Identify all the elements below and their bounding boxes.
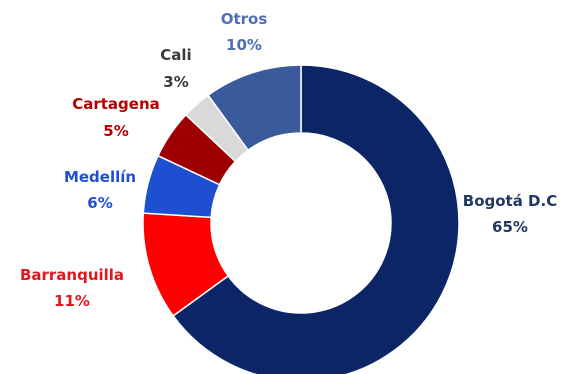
slice-labels: Bogotá D.C 65% Barranquilla 11% Medellín… [20, 10, 557, 310]
label-medellin-name: Medellín [64, 168, 136, 186]
label-cartagena-name: Cartagena [72, 95, 160, 113]
label-medellin-value: 6% [87, 194, 112, 212]
label-bogota-value: 65% [492, 218, 528, 236]
label-cali-name: Cali [160, 46, 191, 64]
label-cali-value: 3% [163, 73, 188, 91]
label-bogota-name: Bogotá D.C [463, 192, 557, 210]
slice-otros [207, 64, 302, 152]
label-barranquilla-value: 11% [54, 292, 90, 310]
label-barranquilla-name: Barranquilla [20, 266, 124, 284]
donut-slices [142, 64, 460, 374]
label-otros-name: Otros [221, 10, 268, 28]
slice-bogota [172, 64, 460, 374]
label-cartagena-value: 5% [103, 122, 128, 140]
label-otros-value: 10% [226, 36, 262, 54]
